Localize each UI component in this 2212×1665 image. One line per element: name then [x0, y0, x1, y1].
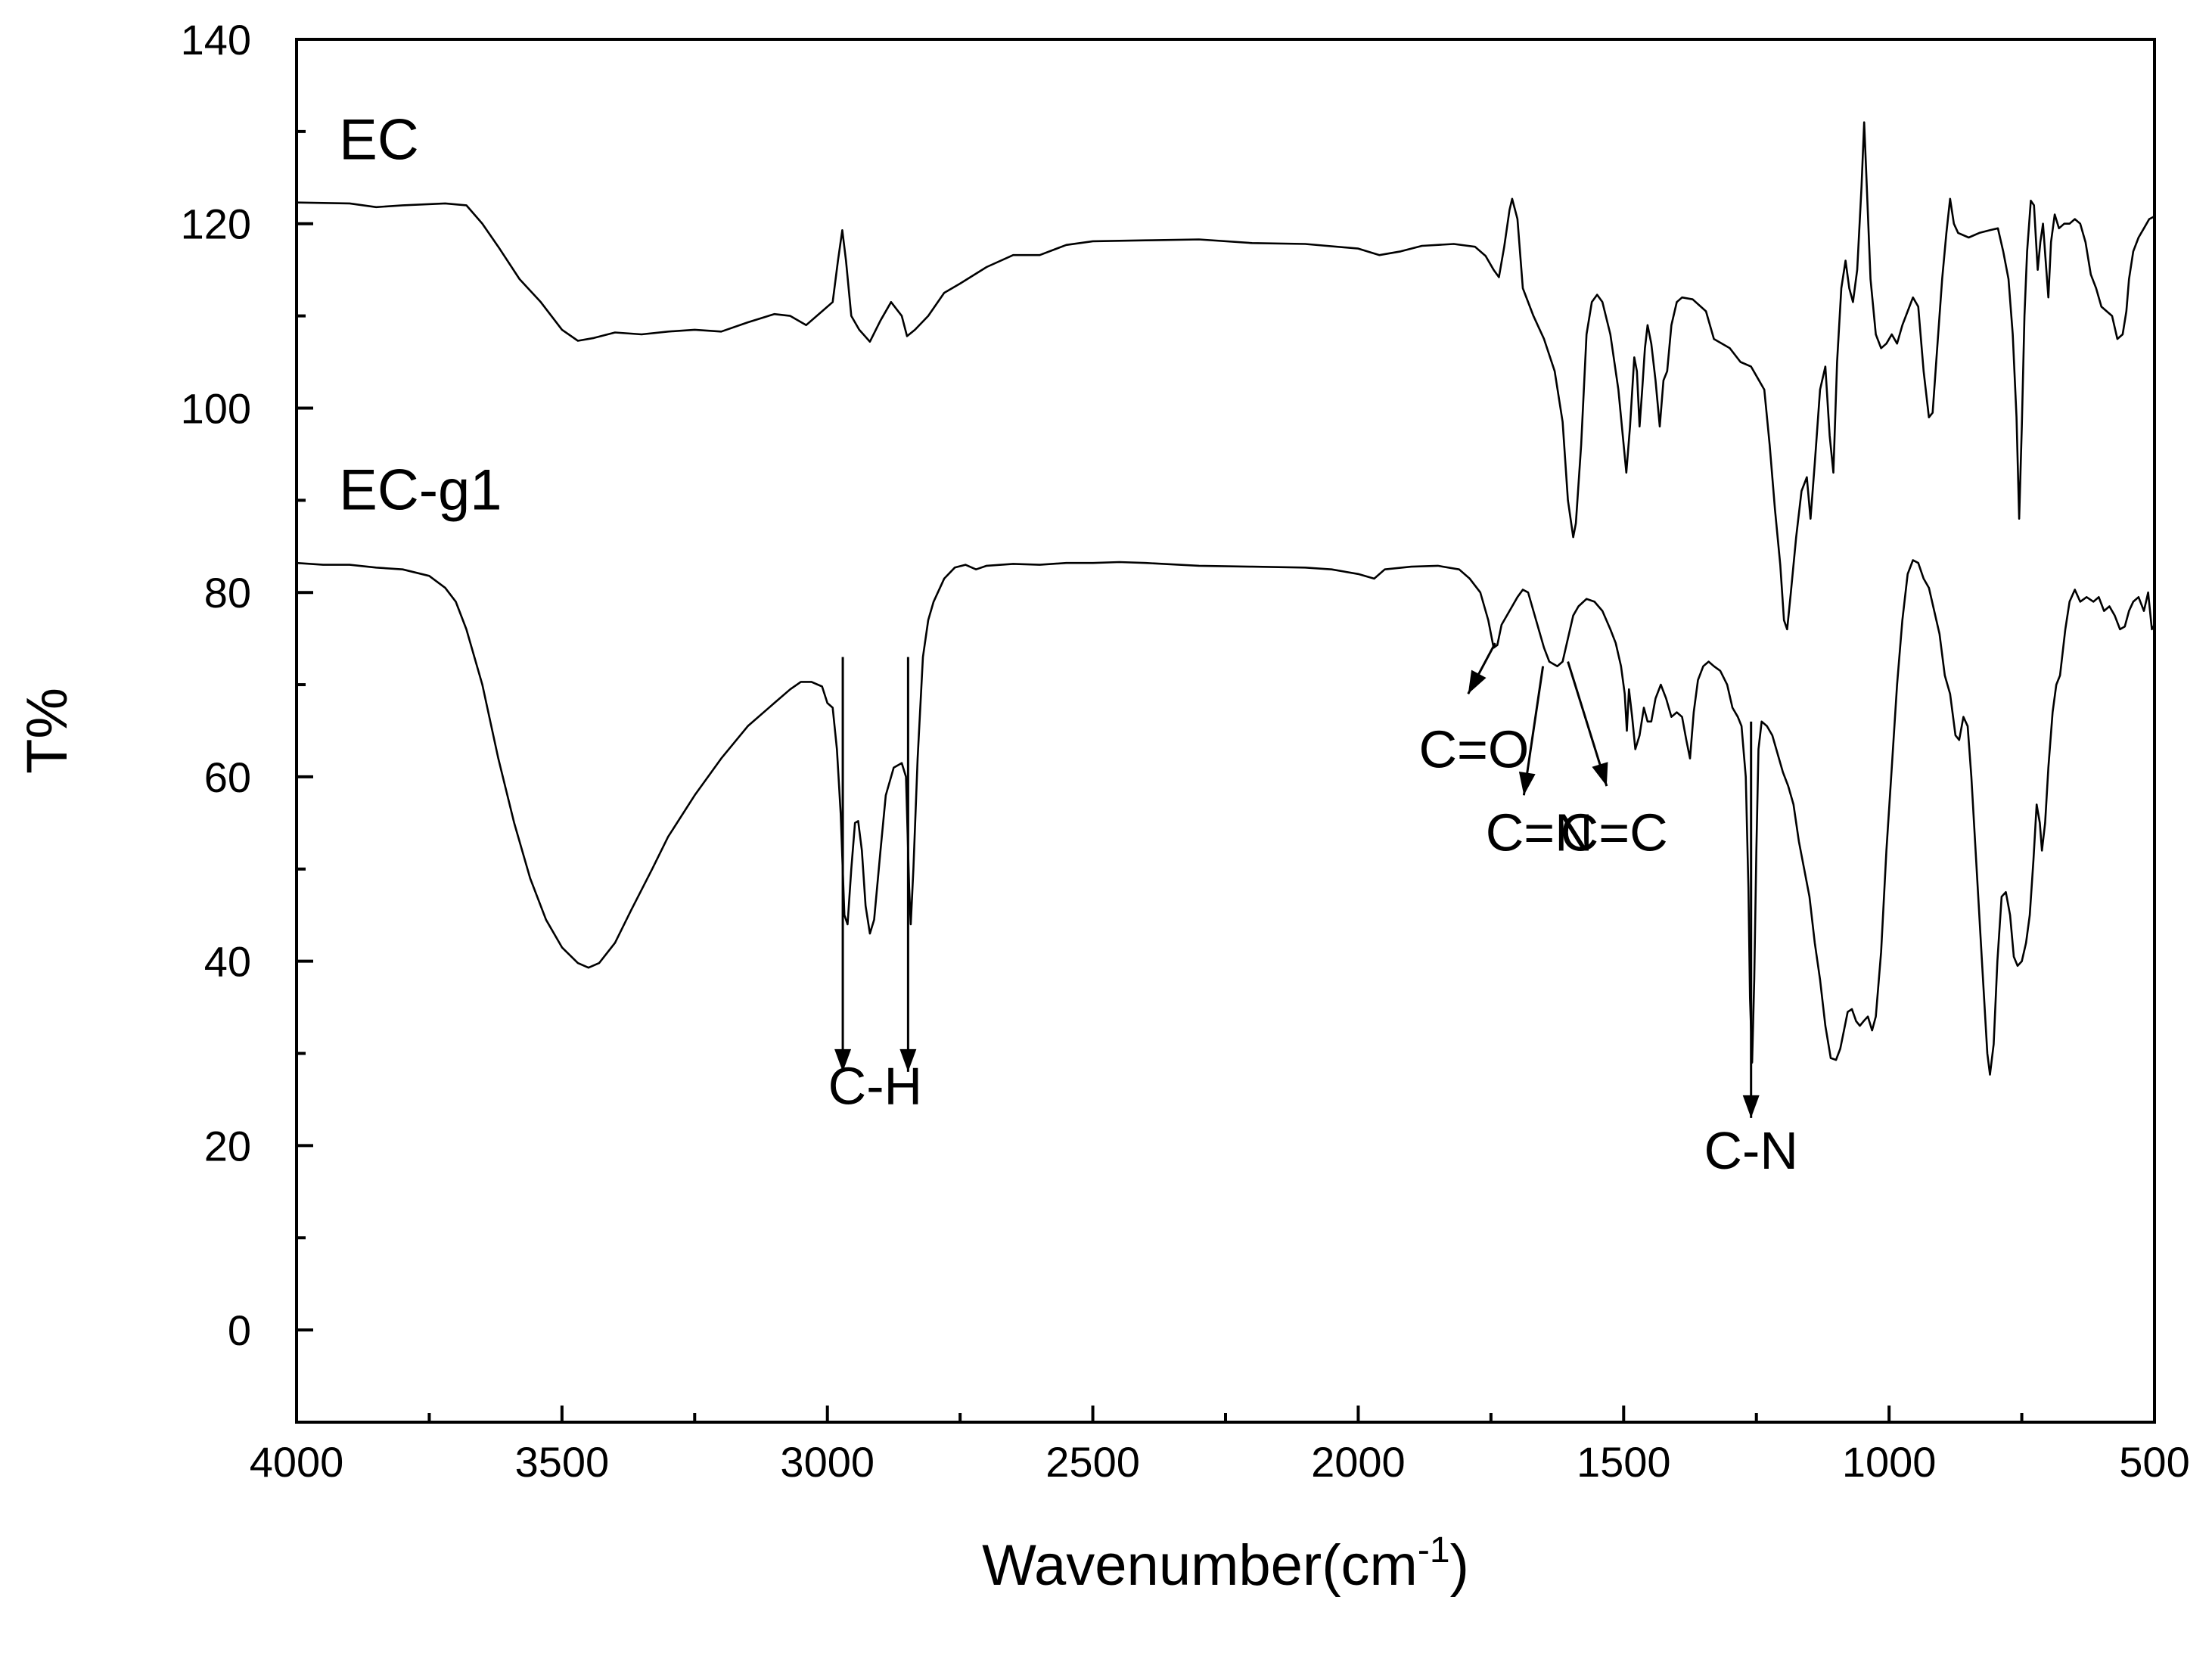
annotation-label-c-o: C=O	[1418, 720, 1529, 779]
axis-labels: Wavenumber(cm-1) T%	[15, 688, 1469, 1598]
y-tick-label: 60	[204, 753, 251, 801]
axis-ticks: 4000 3500 3000 2500 2000 1500 1000 500 0 20 40 60 80…	[181, 16, 2190, 1486]
plot-area-border	[295, 38, 2156, 1424]
annotation-arrowhead-c-c	[1592, 762, 1608, 787]
x-axis-title-main: Wavenumber(cm	[982, 1533, 1418, 1598]
x-tick-label: 3500	[515, 1438, 610, 1486]
series-label-ec-g1: EC-g1	[339, 458, 502, 523]
x-tick-label: 4000	[250, 1438, 344, 1486]
annotation-label-c-h: C-H	[828, 1057, 922, 1116]
y-tick-label: 80	[204, 569, 251, 617]
annotation-arrowhead-c-o	[1468, 669, 1487, 694]
annotation-arrowhead-c-n	[1742, 1095, 1760, 1118]
annotation-label-c-c: C=C	[1561, 803, 1668, 862]
plot-frame	[295, 38, 2156, 1424]
peak-annotations: C-H C=O C=NC=C C-N	[828, 642, 1798, 1180]
x-tick-label: 2500	[1045, 1438, 1140, 1486]
series-line-ec	[296, 121, 2155, 631]
series-label-ec: EC	[339, 107, 419, 172]
y-tick-label: 140	[181, 16, 251, 64]
annotation-label-c-n: C=N	[1486, 803, 1593, 862]
x-tick-label: 2000	[1311, 1438, 1406, 1486]
x-axis-title-suffix: )	[1450, 1533, 1469, 1598]
x-tick-label: 500	[2119, 1438, 2189, 1486]
annotation-arrowhead-c-n	[1518, 772, 1536, 796]
annotation-arrowhead-c-h	[834, 1048, 852, 1072]
x-tick-label: 3000	[780, 1438, 875, 1486]
y-tick-label: 20	[204, 1122, 251, 1170]
series-line-ec-g1	[296, 559, 2156, 1076]
y-tick-label: 0	[228, 1306, 251, 1354]
y-tick-label: 100	[181, 384, 251, 432]
x-tick-label: 1000	[1842, 1438, 1937, 1486]
annotation-label-c-n: C-N	[1704, 1121, 1797, 1180]
annotation-arrowhead-c-h	[899, 1048, 917, 1072]
x-axis-title: Wavenumber(cm-1)	[982, 1530, 1469, 1598]
series-lines: EC EC-g1	[296, 107, 2156, 1076]
y-tick-label: 120	[181, 200, 251, 248]
y-tick-label: 40	[204, 938, 251, 986]
x-axis-title-superscript: -1	[1418, 1530, 1450, 1570]
y-axis-title: T%	[15, 688, 79, 774]
x-tick-label: 1500	[1577, 1438, 1671, 1486]
